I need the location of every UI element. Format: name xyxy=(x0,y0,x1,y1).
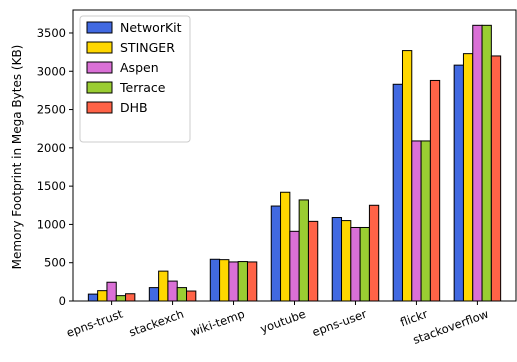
legend-swatch-dhb xyxy=(86,101,113,114)
legend-swatch-terrace xyxy=(86,81,113,94)
y-tick-label: 2000 xyxy=(37,141,66,155)
x-tick-label-epns-user: epns-user xyxy=(310,307,369,340)
bar-dhb-epns-user xyxy=(368,204,380,302)
bar-dhb-flickr xyxy=(429,79,441,302)
bar-terrace-flickr xyxy=(420,140,431,302)
y-axis-label: Memory Footprint in Mega Bytes (KB) xyxy=(10,45,24,270)
bar-stinger-stackoverflow xyxy=(462,53,474,302)
bar-dhb-stackexch xyxy=(186,290,197,302)
bar-networkit-epns-user xyxy=(331,217,343,302)
legend-swatch-stinger xyxy=(86,41,113,54)
bar-terrace-youtube xyxy=(298,199,309,302)
bar-terrace-epns-user xyxy=(359,226,370,302)
bar-aspen-stackexch xyxy=(167,280,178,302)
legend-label-aspen: Aspen xyxy=(120,60,159,75)
bar-stinger-youtube xyxy=(280,191,291,302)
bar-stinger-wiki-temp xyxy=(219,259,230,302)
bar-networkit-stackexch xyxy=(148,287,160,302)
x-tick-label-youtube: youtube xyxy=(258,307,307,336)
bar-networkit-wiki-temp xyxy=(209,258,221,302)
plot-frame xyxy=(72,9,517,302)
bar-terrace-wiki-temp xyxy=(237,261,248,302)
legend-label-dhb: DHB xyxy=(120,100,148,115)
y-tick-label: 500 xyxy=(44,256,66,270)
bar-aspen-epns-trust xyxy=(106,281,117,302)
x-axis: epns-trust stackexch wiki-temp youtube epns-… xyxy=(65,301,490,347)
bar-dhb-stackoverflow xyxy=(490,55,502,302)
x-tick-label-epns-trust: epns-trust xyxy=(65,306,126,339)
y-axis: 0 500 1000 1500 2000 2500 3000 3500 xyxy=(37,26,73,308)
bar-networkit-stackoverflow xyxy=(453,64,464,302)
bar-stinger-stackexch xyxy=(158,270,169,302)
legend-label-terrace: Terrace xyxy=(119,80,166,95)
legend-swatch-aspen xyxy=(86,61,113,74)
bar-aspen-stackoverflow xyxy=(472,24,483,302)
bar-stinger-flickr xyxy=(401,50,413,302)
legend: NetworKit STINGER Aspen Terrace DHB xyxy=(79,15,191,143)
bar-stinger-epns-trust xyxy=(97,290,108,302)
x-tick-label-wiki-temp: wiki-temp xyxy=(188,307,246,340)
bar-networkit-flickr xyxy=(392,83,403,302)
bar-networkit-epns-trust xyxy=(87,293,99,302)
y-tick-label: 0 xyxy=(59,294,66,308)
bar-dhb-youtube xyxy=(307,220,319,302)
bar-networkit-youtube xyxy=(270,205,282,302)
y-tick-label: 3000 xyxy=(37,64,66,78)
x-tick-label-flickr: flickr xyxy=(398,307,429,330)
bar-dhb-wiki-temp xyxy=(246,261,258,302)
bar-terrace-stackoverflow xyxy=(481,24,492,302)
bars-group xyxy=(87,24,502,302)
bar-stinger-epns-user xyxy=(341,220,352,302)
legend-label-stinger: STINGER xyxy=(120,40,175,55)
y-tick-label: 2500 xyxy=(37,103,66,117)
bar-aspen-epns-user xyxy=(350,226,361,302)
y-tick-label: 1500 xyxy=(37,179,66,193)
bar-aspen-youtube xyxy=(289,230,300,302)
y-tick-label: 3500 xyxy=(37,26,66,40)
bar-terrace-stackexch xyxy=(176,287,188,302)
y-tick-label: 1000 xyxy=(37,217,66,231)
bar-dhb-epns-trust xyxy=(125,293,136,302)
legend-swatch-networkit xyxy=(86,21,113,34)
bar-aspen-flickr xyxy=(411,140,422,302)
bar-terrace-epns-trust xyxy=(115,295,127,302)
x-tick-label-stackexch: stackexch xyxy=(127,307,186,340)
legend-label-networkit: NetworKit xyxy=(120,20,182,35)
bar-aspen-wiki-temp xyxy=(228,261,239,302)
